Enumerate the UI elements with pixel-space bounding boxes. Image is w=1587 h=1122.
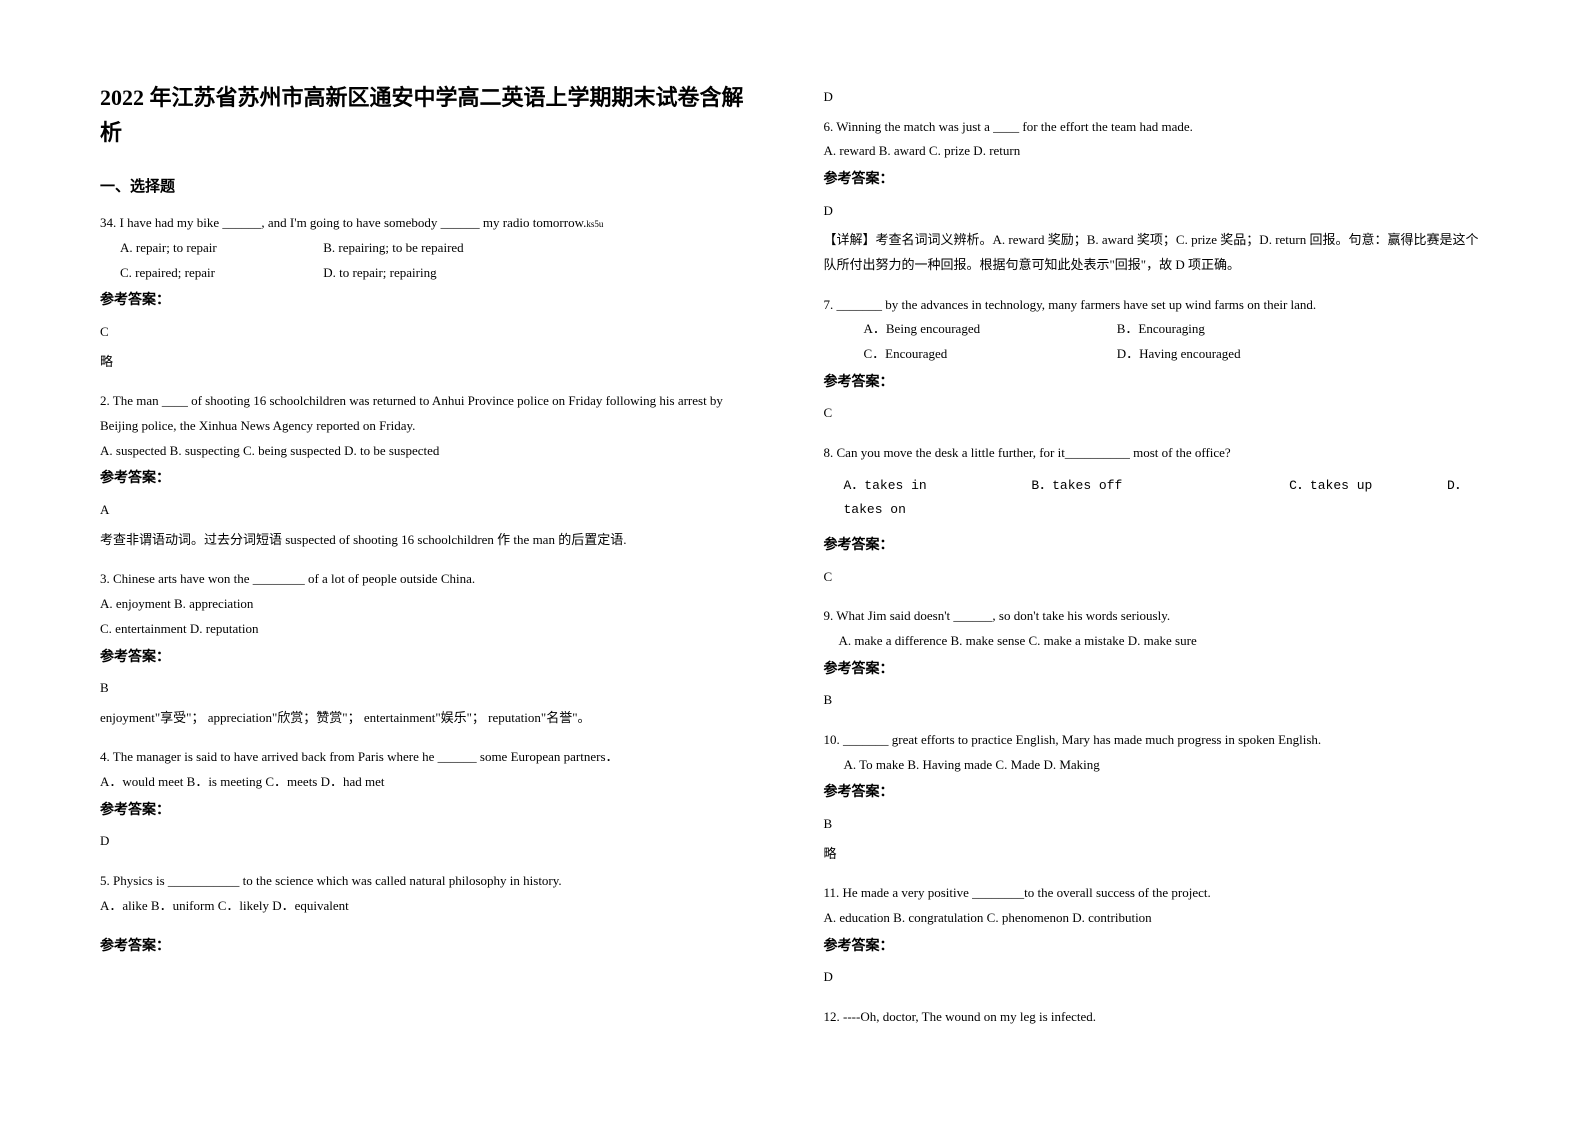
answer-label: 参考答案： — [824, 167, 1488, 194]
question-text: 7. _______ by the advances in technology… — [824, 293, 1488, 318]
question-options: A. make a difference B. make sense C. ma… — [824, 629, 1488, 654]
question-text: 4. The manager is said to have arrived b… — [100, 745, 764, 770]
answer-value: C — [824, 401, 1488, 426]
question-options: A．takes in B．takes off C．takes up D．take… — [824, 474, 1488, 523]
question-text: 9. What Jim said doesn't ______, so don'… — [824, 604, 1488, 629]
answer-label: 参考答案： — [100, 466, 764, 493]
question-text: 3. Chinese arts have won the ________ of… — [100, 567, 764, 592]
question-7: 7. _______ by the advances in technology… — [824, 293, 1488, 431]
answer-value: B — [100, 676, 764, 701]
answer-value: C — [824, 565, 1488, 590]
question-3: 3. Chinese arts have won the ________ of… — [100, 567, 764, 735]
question-options-cd: C. entertainment D. reputation — [100, 617, 764, 642]
answer-label: 参考答案： — [824, 533, 1488, 560]
answer-value: D — [824, 965, 1488, 990]
question-34: 34. I have had my bike ______, and I'm g… — [100, 211, 764, 379]
question-options: A. suspected B. suspecting C. being susp… — [100, 439, 764, 464]
question-11: 11. He made a very positive ________to t… — [824, 881, 1488, 995]
question-options: A. education B. congratulation C. phenom… — [824, 906, 1488, 931]
answer-label: 参考答案： — [824, 934, 1488, 961]
question-options-row1: A．Being encouraged B．Encouraging — [824, 317, 1488, 342]
question-text: 34. I have had my bike ______, and I'm g… — [100, 211, 764, 236]
question-5: 5. Physics is ___________ to the science… — [100, 869, 764, 960]
question-text: 12. ----Oh, doctor, The wound on my leg … — [824, 1005, 1488, 1030]
right-column: D 6. Winning the match was just a ____ f… — [824, 80, 1488, 1042]
explanation: 略 — [824, 842, 1488, 867]
question-options: A．alike B．uniform C．likely D．equivalent — [100, 894, 764, 919]
explanation: enjoyment"享受"； appreciation"欣赏；赞赏"； ente… — [100, 706, 764, 731]
question-options: A. reward B. award C. prize D. return — [824, 139, 1488, 164]
question-options: A. To make B. Having made C. Made D. Mak… — [824, 753, 1488, 778]
question-4: 4. The manager is said to have arrived b… — [100, 745, 764, 859]
question-text: 2. The man ____ of shooting 16 schoolchi… — [100, 389, 764, 438]
answer-value-q5: D — [824, 85, 1488, 110]
document-title: 2022 年江苏省苏州市高新区通安中学高二英语上学期期末试卷含解析 — [100, 80, 764, 150]
answer-label: 参考答案： — [100, 798, 764, 825]
question-text: 5. Physics is ___________ to the science… — [100, 869, 764, 894]
section-header: 一、选择题 — [100, 175, 764, 196]
question-text: 6. Winning the match was just a ____ for… — [824, 115, 1488, 140]
question-options-row2: C．Encouraged D．Having encouraged — [824, 342, 1488, 367]
answer-label: 参考答案： — [100, 645, 764, 672]
explanation: 考查非谓语动词。过去分词短语 suspected of shooting 16 … — [100, 528, 764, 553]
question-9: 9. What Jim said doesn't ______, so don'… — [824, 604, 1488, 718]
question-text: 8. Can you move the desk a little furthe… — [824, 441, 1488, 466]
answer-value: A — [100, 498, 764, 523]
answer-label: 参考答案： — [100, 934, 764, 961]
answer-value: D — [100, 829, 764, 854]
question-2: 2. The man ____ of shooting 16 schoolchi… — [100, 389, 764, 557]
explanation: 【详解】考查名词词义辨析。A. reward 奖励；B. award 奖项；C.… — [824, 228, 1488, 277]
question-10: 10. _______ great efforts to practice En… — [824, 728, 1488, 871]
question-8: 8. Can you move the desk a little furthe… — [824, 441, 1488, 594]
question-options-row1: A. repair; to repair B. repairing; to be… — [100, 236, 764, 261]
question-options-row2: C. repaired; repair D. to repair; repair… — [100, 261, 764, 286]
question-options: A．would meet B．is meeting C．meets D．had … — [100, 770, 764, 795]
question-options-ab: A. enjoyment B. appreciation — [100, 592, 764, 617]
answer-value: B — [824, 812, 1488, 837]
answer-label: 参考答案： — [824, 657, 1488, 684]
question-text: 10. _______ great efforts to practice En… — [824, 728, 1488, 753]
answer-value: B — [824, 688, 1488, 713]
left-column: 2022 年江苏省苏州市高新区通安中学高二英语上学期期末试卷含解析 一、选择题 … — [100, 80, 764, 1042]
answer-label: 参考答案： — [100, 288, 764, 315]
answer-label: 参考答案： — [824, 370, 1488, 397]
answer-value: C — [100, 320, 764, 345]
question-12: 12. ----Oh, doctor, The wound on my leg … — [824, 1005, 1488, 1030]
answer-value: D — [824, 199, 1488, 224]
explanation: 略 — [100, 350, 764, 375]
answer-label: 参考答案： — [824, 780, 1488, 807]
question-text: 11. He made a very positive ________to t… — [824, 881, 1488, 906]
question-6: 6. Winning the match was just a ____ for… — [824, 115, 1488, 283]
